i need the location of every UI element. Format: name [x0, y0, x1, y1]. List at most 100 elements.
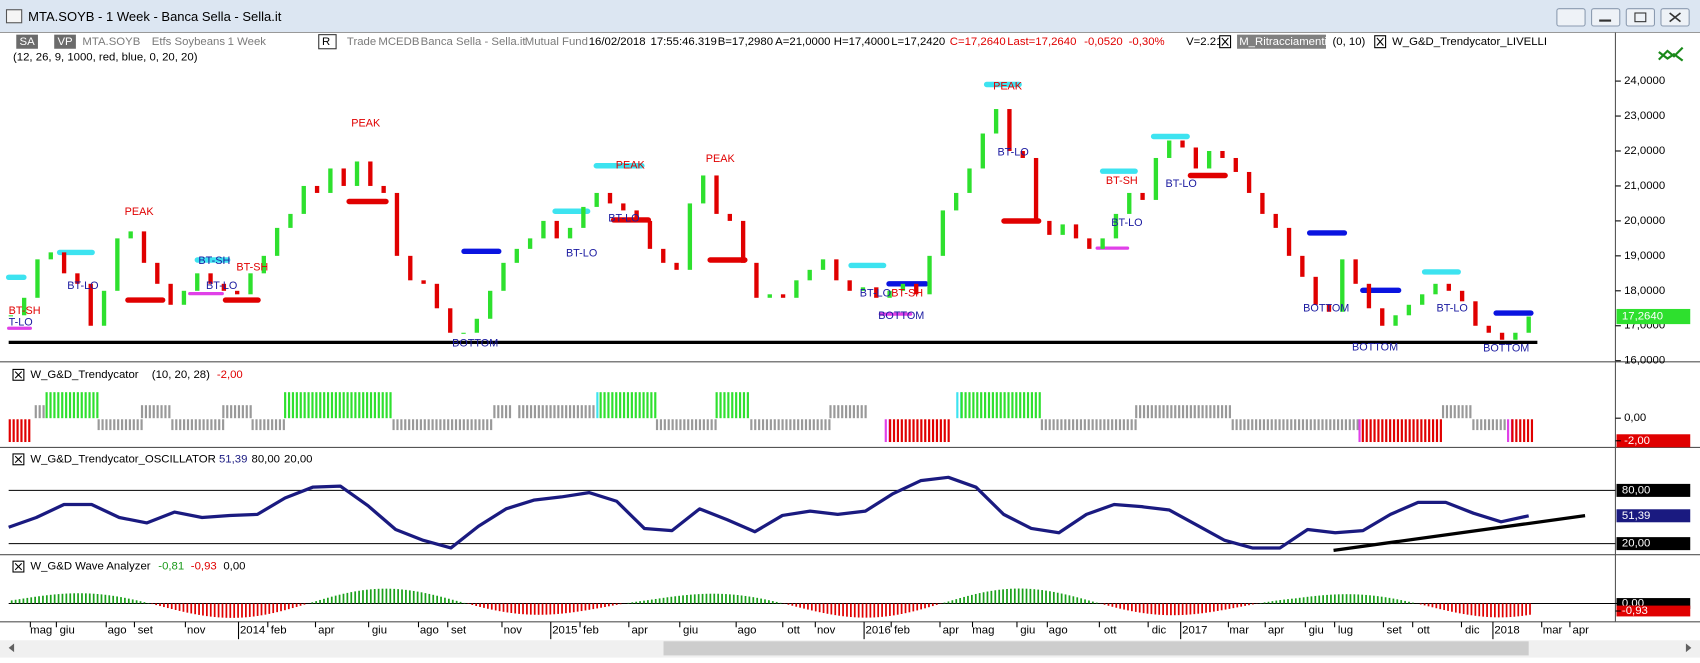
wave-bar — [1396, 599, 1399, 604]
wave-bar — [666, 597, 669, 604]
trend-bar — [291, 392, 295, 419]
signal-label: PEAK — [616, 160, 646, 172]
trend-bar — [1317, 419, 1320, 431]
wave-bar — [252, 603, 255, 617]
panel-header-text: -0,93 — [191, 561, 217, 573]
trend-bar — [1258, 419, 1262, 431]
value-box — [1616, 537, 1691, 551]
wave-bar — [1177, 603, 1180, 616]
panel-header-text: -0,81 — [158, 561, 184, 573]
x-tick-label: lug — [1338, 625, 1353, 637]
wave-bar — [471, 603, 474, 605]
trend-bar — [679, 419, 682, 431]
trend-bar — [706, 419, 709, 431]
toolbar-item[interactable]: SA — [20, 36, 36, 48]
trend-bar — [152, 405, 155, 419]
wave-bar — [889, 603, 891, 616]
trend-bar — [334, 392, 337, 419]
wave-bar — [608, 603, 610, 607]
wave-bar — [1173, 603, 1176, 616]
wave-bar — [1197, 603, 1200, 614]
trend-bar — [892, 419, 896, 443]
restore-button[interactable] — [1556, 8, 1586, 27]
trend-bar — [113, 419, 116, 431]
y-tick-label: 20,00 — [1622, 538, 1650, 550]
wave-bar — [814, 603, 817, 612]
trend-bar — [1428, 419, 1431, 443]
trend-bar — [603, 392, 606, 419]
trend-bar — [529, 405, 533, 419]
wave-bar — [619, 603, 622, 605]
wave-bar — [639, 601, 641, 604]
scrollbar-thumb[interactable] — [663, 641, 1529, 656]
trend-bar — [454, 419, 458, 431]
wave-bar — [186, 603, 189, 613]
trend-bar — [278, 419, 282, 431]
value-box — [1616, 509, 1691, 523]
trend-bar — [1038, 392, 1041, 419]
trend-bar — [431, 419, 434, 431]
wave-bar — [1333, 594, 1336, 604]
trend-bar — [824, 419, 827, 431]
panel-header-text: (10, 20, 28) — [152, 369, 210, 381]
trend-bar — [1439, 419, 1442, 443]
candle — [860, 287, 866, 291]
wave-bar — [549, 603, 552, 615]
wave-bar — [1478, 603, 1481, 617]
wave-bar — [1302, 597, 1305, 604]
wave-bar — [643, 600, 645, 604]
candle — [1113, 213, 1119, 239]
wave-bar — [463, 602, 466, 604]
wave-bar — [1326, 594, 1328, 604]
trend-bar — [557, 405, 560, 419]
trend-bar — [508, 405, 512, 419]
toolbar-item[interactable]: R — [322, 36, 330, 48]
wave-bar — [1131, 603, 1133, 612]
wave-bar — [155, 603, 157, 606]
wave-bar — [1376, 596, 1379, 604]
trend-bar — [466, 419, 469, 431]
wave-bar — [861, 603, 864, 618]
trend-bar — [1321, 419, 1324, 431]
maximize-glyph — [1634, 12, 1647, 23]
minimize-button[interactable] — [1591, 8, 1621, 27]
trend-bar — [319, 392, 322, 419]
candle — [474, 318, 480, 333]
trend-bar — [1146, 405, 1150, 419]
wave-bar — [1232, 603, 1235, 609]
trend-bar — [1178, 405, 1181, 419]
wave-bar — [381, 588, 384, 604]
wave-bar — [213, 603, 216, 618]
x-tick-label: mar — [1229, 625, 1249, 637]
trend-bar — [1019, 392, 1022, 419]
close-indicator-glyph — [1221, 37, 1229, 46]
maximize-button[interactable] — [1625, 8, 1656, 27]
toolbar-item[interactable]: VP — [57, 36, 72, 48]
trend-bar — [299, 392, 302, 419]
wave-bar — [1107, 603, 1110, 606]
trend-bar — [1431, 419, 1435, 443]
trend-bar — [411, 419, 415, 431]
toolbar-item: Last=17,2640 — [1007, 36, 1076, 48]
trend-bar — [995, 392, 998, 419]
trend-bar — [12, 419, 15, 443]
candle — [75, 273, 80, 284]
wave-bar — [475, 603, 478, 606]
toolbar-item: W_G&D_Trendycator_LIVELLI — [1392, 36, 1547, 48]
trend-bar — [1348, 419, 1351, 431]
trend-bar — [1503, 419, 1506, 431]
chart-tool-icon[interactable] — [1658, 46, 1684, 62]
trend-bar — [303, 392, 306, 419]
wave-bar — [1267, 601, 1270, 604]
window-title: MTA.SOYB - 1 Week - Banca Sella - Sella.… — [28, 9, 282, 24]
wave-bar — [584, 603, 587, 611]
wave-bar — [1494, 603, 1496, 618]
toolbar-item[interactable]: M_Ritracciamenti — [1239, 36, 1327, 48]
trend-bar — [935, 419, 939, 443]
trend-bar — [1499, 419, 1502, 431]
wave-bar — [931, 603, 934, 607]
trend-bar — [190, 419, 193, 431]
toolbar-item: MTA.SOYB — [82, 36, 140, 48]
wave-bar — [1521, 603, 1524, 616]
wave-bar — [248, 603, 251, 617]
